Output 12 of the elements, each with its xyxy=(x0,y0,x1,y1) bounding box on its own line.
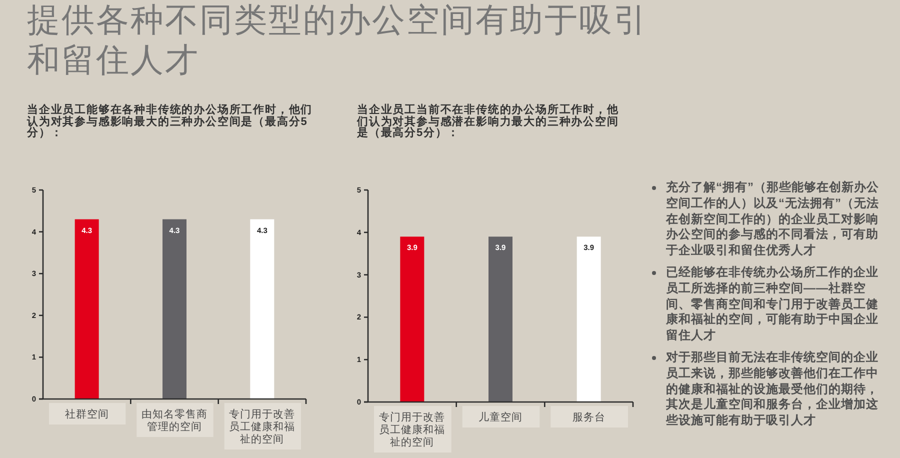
x-tick-label: 儿童空间 xyxy=(478,410,522,424)
x-tick-label: 社群空间 xyxy=(64,407,109,420)
chart-title: 当企业员工当前不在非传统的办公场所工作时，他们认为对其参与感潜在影响力最大的三种办公空间是（最高分5分）： xyxy=(357,104,620,140)
text: 提供各种不同类型的办公空间有助于吸引和留住人才 xyxy=(27,0,649,80)
text: 已经能够在非传统办公场所工作的企业员工所选择的前三种空间——社群空间、零售商空间和专门用于改善员工健康和福祉的空间，可能有助于中国企业留住人才 xyxy=(666,264,878,342)
x-tick-label: 专门用于改善员工健康和福祉的空间 xyxy=(379,410,446,448)
chart-title: 当企业员工能够在各种非传统的办公场所工作时，他们认为对其参与感影响最大的三种办公空间是（最高分5分）： xyxy=(27,104,314,140)
x-tick-label: 专门用于改善员工健康和福祉的空间 xyxy=(229,407,296,446)
text: 对于那些目前无法在非传统空间的企业员工来说，那些能够改善他们在工作中的健康和福祉的设施最受他们的期待，其次是儿童空间和服务台，企业增加这些设施可能有助于吸引人才 xyxy=(666,350,878,428)
x-tick-label: 服务台 xyxy=(572,410,606,424)
text: 充分了解“拥有”（那些能够在创新办公空间工作的人）以及“无法拥有”（无法在创新空间工作的）的企业员工对影响办公空间的参与感的不同看法，可有助于企业吸引和留住优秀人才 xyxy=(666,180,879,258)
x-tick-label: 由知名零售商管理的空间 xyxy=(142,407,208,433)
